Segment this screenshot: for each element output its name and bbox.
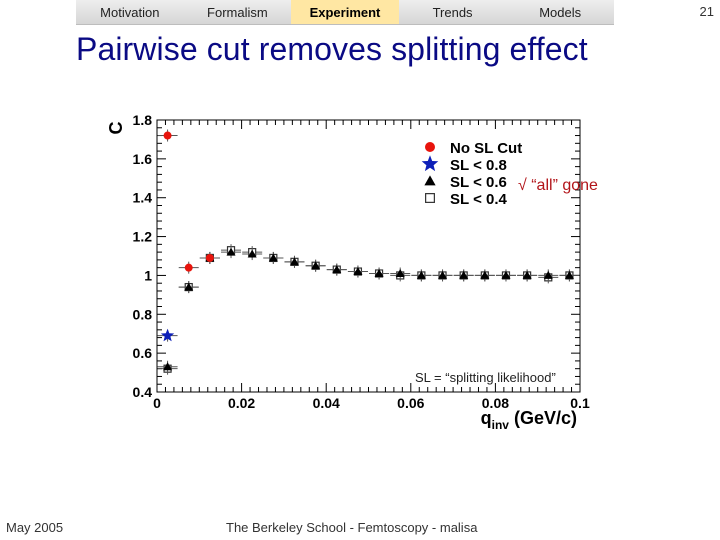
data-point-sl-0-6 (226, 247, 236, 256)
data-point-sl-0-6 (268, 253, 278, 262)
x-tick-label: 0.04 (313, 395, 340, 411)
data-point-no-sl-cut (163, 131, 172, 140)
legend-marker (425, 142, 435, 152)
data-point-sl-0-6 (459, 270, 469, 279)
data-point-sl-0-6 (247, 249, 257, 258)
data-point-sl-0-6 (564, 270, 574, 279)
data-point-sl-0-6 (501, 270, 511, 279)
data-point-sl-0-6 (311, 261, 321, 270)
nav-tab-motivation[interactable]: Motivation (100, 5, 160, 20)
data-point-sl-0-8 (160, 328, 175, 342)
data-point-sl-0-6 (332, 265, 342, 274)
y-tick-label: 0.6 (133, 345, 153, 361)
nav-tab-experiment[interactable]: Experiment (291, 0, 399, 24)
y-tick-label: 0.8 (133, 306, 153, 322)
legend-marker (425, 193, 435, 203)
footer-date: May 2005 (6, 520, 64, 535)
data-point-sl-0-6 (289, 257, 299, 266)
nav-tab-models[interactable]: Models (539, 5, 582, 20)
sl-definition-note: SL = “splitting likelihood” (415, 370, 556, 385)
data-point-sl-0-6 (522, 270, 532, 279)
y-tick-label: 1.6 (133, 151, 153, 167)
legend-label: SL < 0.6 (450, 174, 507, 191)
data-point-sl-0-6 (374, 268, 384, 277)
data-point-sl-0-6 (163, 362, 173, 371)
y-tick-label: 1.2 (133, 229, 153, 245)
y-tick-label: 0.4 (133, 384, 153, 400)
slide-title: Pairwise cut removes splitting effect (76, 31, 588, 67)
nav-tab-trends[interactable]: Trends (432, 5, 473, 20)
nav-tab-formalism[interactable]: Formalism (207, 5, 268, 20)
legend-marker (421, 155, 439, 172)
legend-marker (424, 175, 436, 186)
data-point-sl-0-6 (438, 270, 448, 279)
footer-text: The Berkeley School - Femtoscopy - malis… (226, 520, 478, 535)
data-point-no-sl-cut (205, 253, 214, 262)
data-point-sl-0-6 (395, 268, 405, 277)
legend-label: SL < 0.8 (450, 157, 507, 174)
y-tick-label: 1.8 (133, 112, 153, 128)
data-point-sl-0-6 (416, 270, 426, 279)
data-point-sl-0-6 (543, 270, 553, 279)
data-point-sl-0-6 (353, 267, 363, 276)
data-point-sl-0-6 (184, 282, 194, 291)
y-axis-label: C (106, 122, 126, 135)
slide-number: 21 (699, 4, 714, 19)
plot-frame (156, 119, 581, 393)
data-point-no-sl-cut (184, 263, 193, 272)
nav-bar: Motivation Formalism Experiment Trends Model… (76, 0, 614, 25)
x-tick-label: 0.02 (228, 395, 255, 411)
y-tick-label: 1 (144, 267, 152, 283)
x-tick-label: 0.06 (397, 395, 424, 411)
legend-label: No SL Cut (450, 140, 522, 157)
x-tick-label: 0.1 (570, 395, 590, 411)
x-tick-label: 0 (153, 395, 161, 411)
y-tick-label: 1.4 (133, 190, 153, 206)
data-point-sl-0-6 (480, 270, 490, 279)
legend-label: SL < 0.4 (450, 191, 508, 208)
x-tick-label: 0.08 (482, 395, 509, 411)
all-gone-annotation: √ “all” gone (518, 177, 598, 194)
x-axis-label: qinv (GeV/c) (481, 408, 577, 432)
